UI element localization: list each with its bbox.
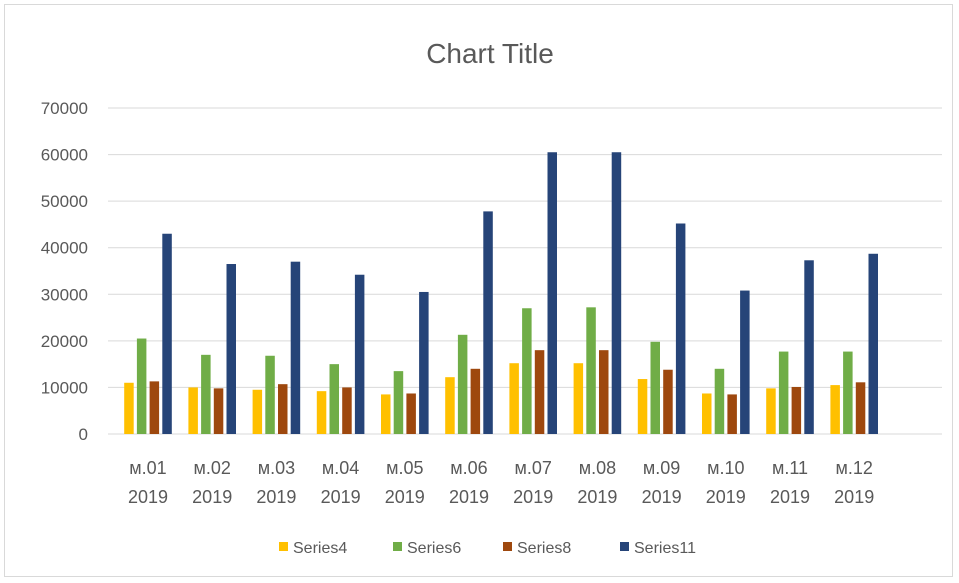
x-category-label: м.03 [258,458,295,478]
bar-series4-6 [445,377,455,434]
bar-series6-6 [457,334,468,434]
bar-series11-8 [611,152,622,434]
gridlines [108,107,942,435]
y-tick-label: 60000 [41,146,88,165]
x-category-label: 2019 [321,487,361,507]
x-category-label: м.05 [386,458,423,478]
legend-label-series6: Series6 [407,540,461,557]
bar-series11-5 [419,291,429,434]
legend: Series4 Series6 Series8 Series11 [279,540,696,557]
y-tick-label: 40000 [41,239,88,258]
x-category-label: 2019 [128,487,168,507]
y-tick-label: 10000 [41,378,88,397]
y-tick-label: 50000 [41,192,88,211]
bar-series8-12 [855,382,866,434]
x-category-label: м.11 [772,458,808,478]
legend-label-series11: Series11 [634,540,696,557]
bar-series4-7 [509,363,519,434]
bar-series8-9 [663,369,673,434]
bar-series11-3 [290,261,301,434]
bar-series6-10 [714,368,725,434]
bar-series8-1 [149,381,160,434]
x-category-label: м.09 [643,458,680,478]
bar-series6-5 [393,371,404,434]
x-category-label: 2019 [577,487,617,507]
x-category-label: м.10 [707,458,744,478]
bar-series4-11 [766,388,776,434]
bar-series4-10 [702,393,712,434]
bar-series6-11 [778,351,789,434]
y-tick-label: 20000 [41,332,88,351]
x-category-label: 2019 [192,487,232,507]
bar-series11-12 [868,253,878,434]
x-category-label: 2019 [834,487,874,507]
bar-series8-8 [599,350,609,434]
bar-series4-12 [830,385,840,434]
legend-swatch-series8 [503,542,512,551]
y-tick-label: 30000 [41,285,88,304]
bar-series8-4 [342,387,352,434]
x-category-label: м.12 [835,458,872,478]
bar-series4-4 [316,391,327,434]
bars [124,152,878,434]
legend-swatch-series4 [279,542,288,551]
bar-series4-9 [637,379,648,434]
x-category-label: м.02 [193,458,230,478]
x-category-label: 2019 [706,487,746,507]
bar-series6-7 [522,308,532,434]
bar-series8-11 [791,386,802,434]
bar-series6-9 [650,341,660,434]
legend-swatch-series6 [393,542,402,551]
bar-series8-2 [213,388,224,434]
bar-series11-6 [483,211,493,434]
x-category-label: 2019 [642,487,682,507]
x-category-label: м.08 [579,458,616,478]
x-category-label: 2019 [256,487,296,507]
bar-series8-10 [727,394,737,434]
x-category-label: м.04 [322,458,359,478]
x-axis-categories: м.01 2019 м.02 2019 м.03 2019 м.04 2019 м.05 2019… [128,458,874,507]
bar-series11-11 [804,260,814,434]
bar-series4-5 [381,394,391,434]
bar-series6-12 [843,351,853,434]
bar-series11-4 [354,274,365,434]
bar-series11-2 [226,264,236,434]
bar-series11-1 [162,233,172,434]
chart-title: Chart Title [426,38,554,69]
y-axis-ticks: 0 10000 20000 30000 40000 50000 60000 70000 [41,99,88,444]
y-tick-label: 0 [79,425,88,444]
x-category-label: м.01 [129,458,166,478]
bar-series6-2 [201,354,211,434]
bar-series8-5 [406,393,416,434]
bar-series8-6 [470,368,481,434]
bar-series4-1 [124,382,134,434]
bar-series8-3 [278,384,288,434]
legend-label-series4: Series4 [293,540,347,557]
bar-series6-8 [586,307,596,434]
bar-series11-7 [547,152,557,434]
bar-series4-8 [573,363,584,434]
bar-series8-7 [534,350,545,434]
chart-area [4,4,953,577]
bar-series4-2 [188,387,198,434]
x-category-label: 2019 [385,487,425,507]
bar-series11-10 [740,290,750,434]
x-category-label: 2019 [770,487,810,507]
y-tick-label: 70000 [41,99,88,118]
bar-series11-9 [675,223,686,434]
x-category-label: м.07 [514,458,551,478]
x-category-label: м.06 [450,458,487,478]
legend-label-series8: Series8 [517,540,571,557]
bar-series4-3 [252,389,263,434]
bar-series6-4 [329,364,339,434]
x-category-label: 2019 [513,487,553,507]
x-category-label: 2019 [449,487,489,507]
bar-series6-1 [136,338,147,434]
legend-swatch-series11 [620,542,629,551]
bar-series6-3 [265,355,275,434]
